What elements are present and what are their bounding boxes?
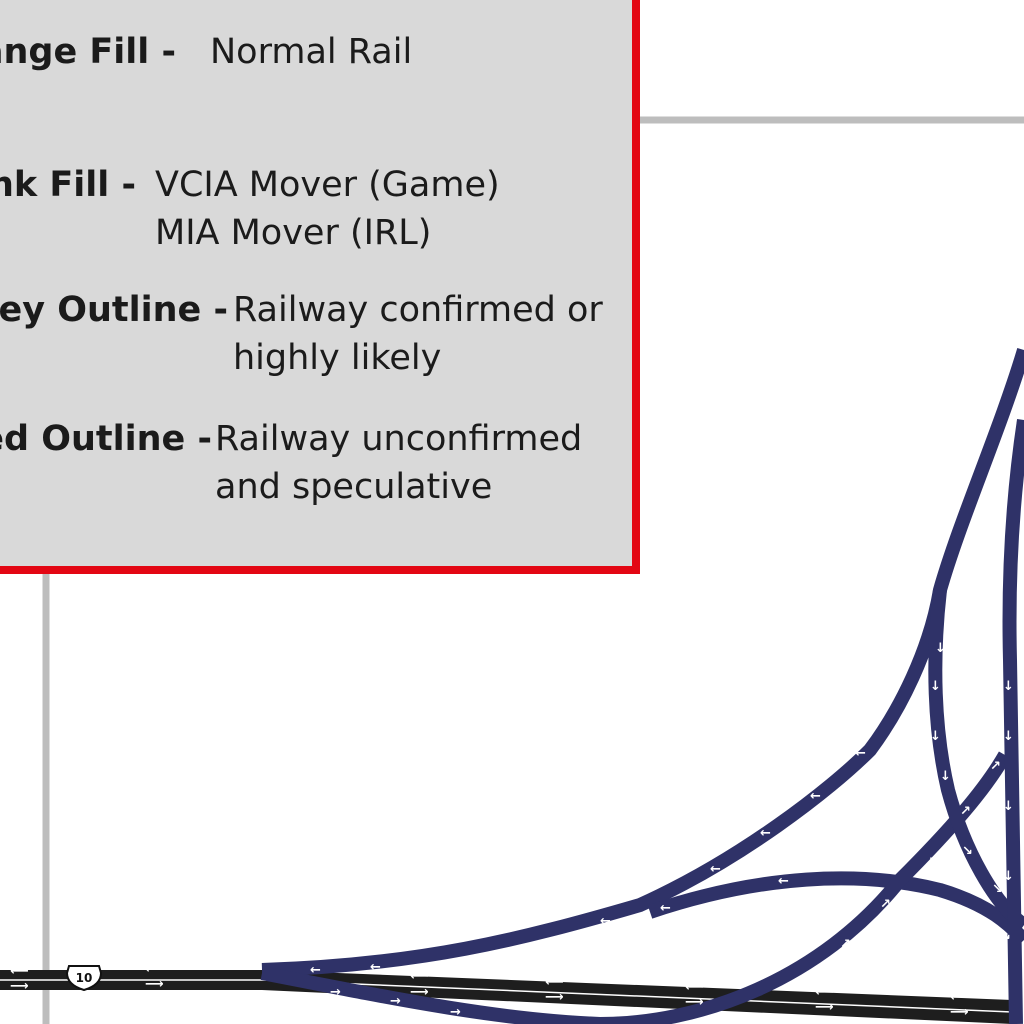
svg-text:←: ←	[310, 963, 321, 978]
svg-text:↓: ↓	[1003, 799, 1014, 814]
svg-text:⟶: ⟶	[10, 979, 29, 994]
grid-lines	[42, 116, 1024, 1024]
svg-text:←: ←	[810, 789, 821, 804]
svg-text:⟶: ⟶	[950, 1005, 969, 1020]
legend-desc-pink: VCIA Mover (Game) MIA Mover (IRL)	[155, 165, 500, 253]
svg-text:→: →	[450, 1005, 461, 1020]
route-shield: 10	[65, 965, 103, 992]
svg-text:⟵: ⟵	[545, 975, 564, 990]
svg-text:↓: ↓	[1003, 729, 1014, 744]
legend-desc-grey: Railway confirmed or highly likely	[233, 290, 603, 378]
svg-text:←: ←	[778, 874, 789, 889]
svg-text:⟶: ⟶	[545, 990, 564, 1005]
svg-text:↓: ↓	[930, 679, 941, 694]
svg-text:←: ←	[660, 901, 671, 916]
svg-text:↓: ↓	[940, 769, 951, 784]
route-shield-number: 10	[76, 971, 93, 985]
svg-text:⟵: ⟵	[10, 964, 29, 979]
svg-text:⟵: ⟵	[145, 962, 164, 977]
svg-text:⟵: ⟵	[685, 980, 704, 995]
svg-text:↗: ↗	[990, 759, 1001, 774]
ramp-upper-westbound	[261, 347, 1024, 977]
svg-text:←: ←	[600, 914, 611, 929]
svg-text:⟵: ⟵	[410, 969, 429, 984]
svg-text:⟶: ⟶	[145, 977, 164, 992]
svg-text:⟶: ⟶	[685, 995, 704, 1010]
ramps	[260, 347, 1024, 1024]
svg-text:⟵: ⟵	[950, 990, 969, 1005]
ramp-lower-eastbound	[260, 751, 1012, 1024]
svg-text:←: ←	[855, 746, 866, 761]
svg-text:↗: ↗	[840, 937, 851, 952]
legend-box: Orange Fill - Normal Rail Pink Fill - VC…	[0, 0, 640, 574]
svg-text:←: ←	[710, 862, 721, 877]
legend-key-orange: Orange Fill -	[0, 32, 176, 72]
svg-text:→: →	[390, 994, 401, 1009]
svg-text:↘: ↘	[940, 898, 951, 913]
legend-desc-red: Railway unconfirmed and speculative	[215, 419, 583, 507]
legend-desc-orange: Normal Rail	[210, 32, 413, 72]
svg-text:↓: ↓	[930, 729, 941, 744]
svg-text:↗: ↗	[925, 855, 936, 870]
legend-key-pink: Pink Fill -	[0, 165, 136, 205]
svg-text:⟵: ⟵	[815, 985, 834, 1000]
svg-text:←: ←	[545, 934, 556, 949]
legend-key-red: Red Outline -	[0, 419, 212, 459]
legend-key-grey: Grey Outline -	[0, 290, 228, 330]
ramp-inner-loop	[928, 589, 1024, 931]
svg-text:←: ←	[370, 960, 381, 975]
svg-text:↘: ↘	[962, 844, 973, 859]
svg-text:↓: ↓	[1003, 679, 1014, 694]
svg-text:↗: ↗	[960, 804, 971, 819]
svg-text:←: ←	[760, 826, 771, 841]
svg-text:↓: ↓	[1003, 869, 1014, 884]
svg-text:⟶: ⟶	[410, 985, 429, 1000]
svg-text:↓: ↓	[935, 641, 946, 656]
lane-arrows: ⟵⟶ ⟵⟶ ⟵⟶ ⟵⟶ ⟵⟶ ⟵⟶ ⟵⟶ ← ← ←← ←← ←← ←← ↓↓ ↓…	[10, 641, 1014, 1020]
svg-text:↘: ↘	[992, 882, 1003, 897]
svg-text:→: →	[330, 985, 341, 1000]
ramp-vertical-right	[1002, 418, 1024, 1024]
ramp-middle-curve	[647, 871, 1024, 945]
svg-text:⟶: ⟶	[815, 1000, 834, 1015]
svg-text:↗: ↗	[880, 897, 891, 912]
svg-text:↘: ↘	[1000, 929, 1011, 944]
